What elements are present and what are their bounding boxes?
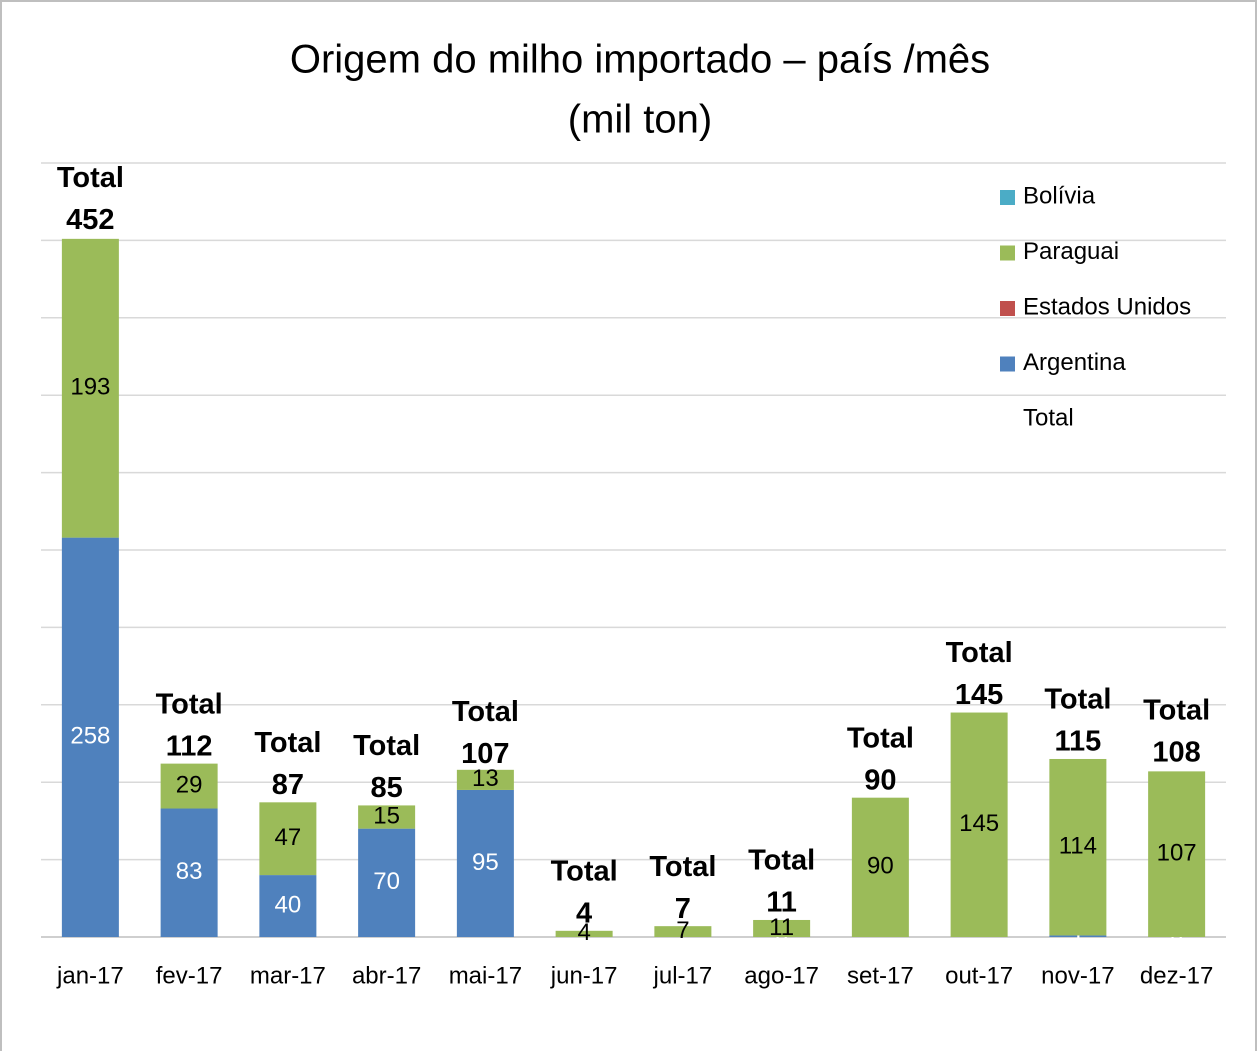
total-label: 7 — [675, 893, 691, 925]
bar-segment — [1049, 935, 1107, 937]
value-label: 7 — [676, 917, 689, 944]
bar-segment — [259, 875, 317, 937]
value-label: 145 — [959, 810, 999, 837]
value-label: 107 — [1157, 840, 1197, 867]
x-tick-label: jun-17 — [550, 962, 618, 989]
x-tick-label: set-17 — [847, 962, 914, 989]
total-name: Total — [254, 727, 321, 759]
legend-label: Argentina — [1023, 349, 1126, 376]
total-name: Total — [649, 851, 716, 883]
value-label: 90 — [867, 853, 894, 880]
legend-label: Estados Unidos — [1023, 293, 1191, 320]
value-label: 40 — [275, 891, 302, 918]
value-label: 83 — [176, 858, 203, 885]
x-tick-label: dez-17 — [1140, 962, 1213, 989]
bar-segment — [358, 805, 416, 829]
total-label: 87 — [272, 769, 304, 801]
bar-segment — [456, 789, 514, 937]
bar-segment — [160, 808, 218, 937]
x-tick-label: abr-17 — [352, 962, 421, 989]
bar-segment — [654, 926, 712, 937]
total-name: Total — [353, 730, 420, 762]
value-label: 114 — [1059, 833, 1097, 860]
value-label: 4 — [577, 919, 590, 946]
total-label: 11 — [766, 887, 797, 919]
legend-swatch — [1000, 190, 1015, 205]
x-tick-label: out-17 — [945, 962, 1013, 989]
value-label: 258 — [70, 723, 110, 750]
total-label: 4 — [576, 897, 592, 929]
total-label: 452 — [66, 204, 114, 236]
x-tick-label: jan-17 — [56, 962, 124, 989]
bar-segment — [456, 769, 514, 790]
x-tick-label: nov-17 — [1041, 962, 1114, 989]
total-label: 145 — [955, 679, 1003, 711]
value-label: 15 — [373, 802, 400, 829]
bar-segment — [61, 537, 119, 937]
bar-segment — [950, 712, 1008, 937]
total-name: Total — [1143, 694, 1210, 726]
value-label: 95 — [472, 849, 499, 876]
total-name: Total — [748, 845, 815, 877]
total-name: Total — [452, 696, 519, 728]
legend-swatch — [1000, 301, 1015, 316]
total-name: Total — [847, 722, 914, 754]
chart-subtitle: (mil ton) — [568, 98, 712, 142]
chart-title: Origem do milho importado – país /mês — [290, 38, 990, 82]
legend-swatch — [1000, 245, 1015, 261]
x-tick-label: ago-17 — [744, 962, 819, 989]
bar-segment — [61, 238, 119, 538]
bar-segment — [851, 797, 909, 937]
total-name: Total — [1044, 684, 1111, 716]
legend-label: Paraguai — [1023, 238, 1119, 265]
total-name: Total — [551, 855, 618, 887]
legend-swatch — [1000, 356, 1015, 372]
bar-segment — [555, 930, 613, 937]
value-label: 13 — [472, 765, 499, 792]
bar-segment — [160, 763, 218, 809]
value-label: 70 — [373, 868, 400, 895]
bar-segment — [753, 919, 811, 937]
x-tick-label: jul-17 — [653, 962, 713, 989]
total-name: Total — [946, 637, 1013, 669]
bar-segment — [259, 802, 317, 876]
x-tick-label: mai-17 — [449, 962, 522, 989]
bar-segment — [358, 828, 416, 937]
total-label: 107 — [461, 738, 509, 770]
legend-label: Total — [1023, 404, 1074, 431]
value-label: 193 — [70, 374, 110, 401]
value-label: 11 — [769, 914, 794, 941]
value-label: 29 — [176, 771, 203, 798]
total-label: 85 — [370, 772, 402, 804]
total-name: Total — [57, 162, 124, 194]
legend-label: Bolívia — [1023, 182, 1096, 209]
total-label: 108 — [1152, 736, 1200, 768]
total-label: 112 — [166, 730, 213, 762]
total-label: 115 — [1054, 726, 1101, 758]
total-name: Total — [156, 688, 223, 720]
value-label: 47 — [275, 824, 302, 851]
total-label: 90 — [864, 764, 896, 796]
bar-segment — [1148, 771, 1206, 937]
x-tick-label: fev-17 — [156, 962, 223, 989]
x-tick-label: mar-17 — [250, 962, 326, 989]
bar-segment — [1049, 758, 1107, 936]
